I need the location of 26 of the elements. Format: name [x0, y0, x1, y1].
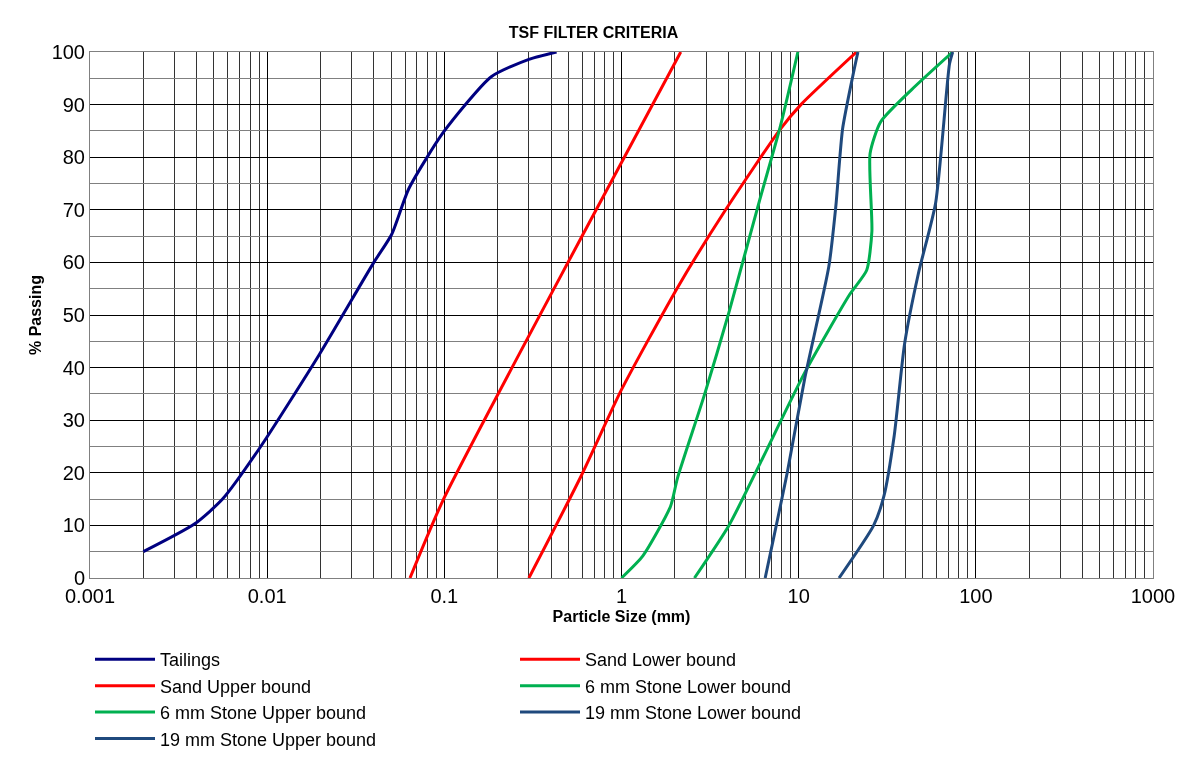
- y-tick-label: 80: [62, 146, 85, 169]
- legend-label: 19 mm Stone Lower bound: [585, 703, 802, 724]
- x-tick-label: 0.1: [430, 585, 459, 607]
- x-tick-label: 100: [959, 585, 993, 607]
- legend-label: 6 mm Stone Upper bound: [160, 703, 367, 724]
- y-tick-label: 30: [62, 409, 85, 432]
- legend-label: 6 mm Stone Lower bound: [585, 676, 792, 697]
- y-tick-label: 70: [62, 198, 85, 221]
- y-tick-label: 100: [51, 41, 85, 63]
- y-tick-label: 10: [62, 514, 85, 537]
- x-axis-title: Particle Size (mm): [552, 607, 691, 625]
- legend-label: Sand Upper bound: [160, 676, 312, 697]
- legend-label: Tailings: [160, 650, 221, 671]
- y-tick-label: 90: [62, 93, 85, 116]
- y-tick-label: 50: [62, 304, 85, 326]
- x-tick-label: 0.01: [247, 585, 287, 607]
- x-tick-label: 1: [615, 585, 628, 607]
- chart-title: TSF FILTER CRITERIA: [508, 24, 679, 42]
- y-axis-title: % Passing: [26, 274, 44, 356]
- x-tick-label: 1000: [1130, 585, 1176, 607]
- y-tick-label: 60: [62, 251, 85, 274]
- y-tick-label: 20: [62, 461, 85, 484]
- legend-label: 19 mm Stone Upper bound: [160, 729, 377, 750]
- x-tick-label: 10: [787, 585, 810, 607]
- y-tick-label: 40: [62, 356, 85, 379]
- legend-label: Sand Lower bound: [585, 650, 737, 671]
